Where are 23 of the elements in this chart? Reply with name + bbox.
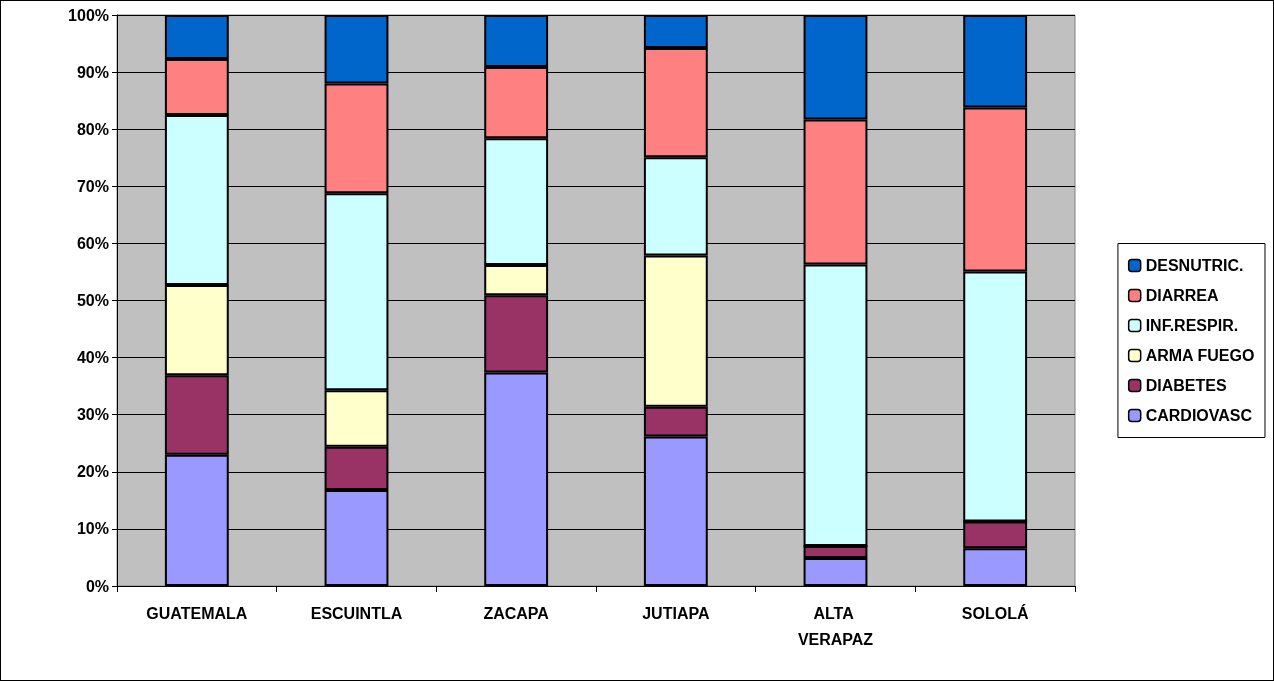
y-tick-label: 70% (76, 177, 109, 195)
x-tick-label: ZACAPA (483, 604, 550, 622)
y-tick-label: 30% (76, 406, 109, 424)
x-tick-label: SOLOLÁ (961, 603, 1029, 622)
y-tick-label: 90% (76, 63, 109, 81)
y-tick-label: 50% (76, 292, 109, 309)
legend-label: DIABETES (1145, 377, 1227, 394)
y-tick-label: 80% (76, 120, 109, 138)
y-tick-label: 10% (76, 520, 109, 538)
x-tick-label: JUTIAPA (642, 604, 710, 622)
y-tick-label: 0% (85, 577, 109, 595)
x-tick-label: ESCUINTLA (310, 604, 403, 622)
legend-label: CARDIOVASC (1145, 407, 1253, 424)
y-tick-label: 40% (76, 349, 109, 367)
y-tick-label: 60% (76, 234, 109, 252)
legend-label: DIARREA (1145, 287, 1220, 304)
legend-label: DESNUTRIC. (1145, 257, 1244, 274)
x-tick-label: GUATEMALA (146, 604, 248, 622)
legend-label: INF.RESPIR. (1145, 317, 1239, 334)
x-tick-label: ALTA VERAPAZ (797, 604, 874, 648)
legend-label: ARMA FUEGO (1145, 347, 1255, 364)
y-tick-label: 20% (76, 463, 109, 481)
y-tick-label: 100% (68, 6, 109, 24)
